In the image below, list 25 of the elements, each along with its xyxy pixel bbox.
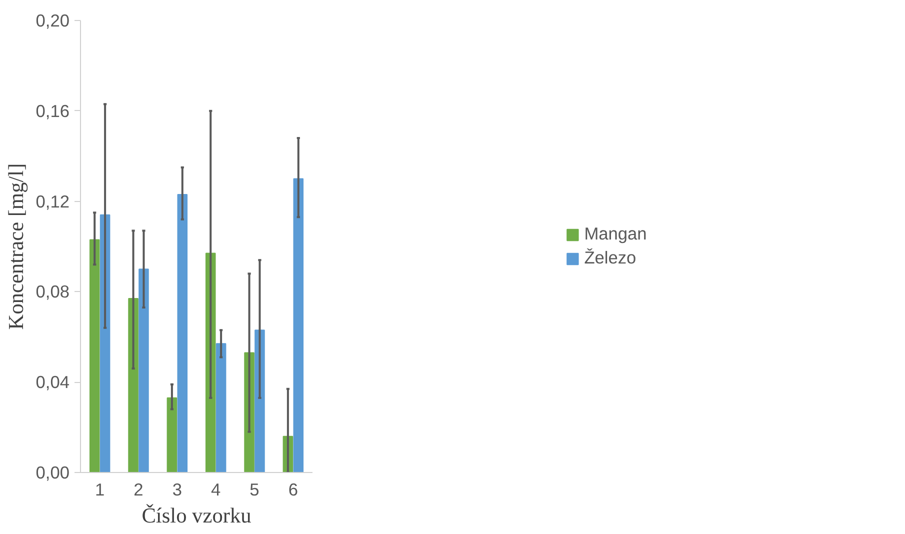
- x-tick-label: 2: [134, 480, 144, 500]
- legend-label: Mangan: [584, 224, 647, 244]
- x-tick-label: 1: [95, 480, 105, 500]
- bar: [293, 178, 304, 472]
- y-tick-label: 0,04: [36, 372, 70, 392]
- y-axis-title: Koncentrace [mg/l]: [4, 163, 28, 330]
- y-tick-label: 0,16: [36, 100, 70, 121]
- y-tick-label: 0,20: [36, 10, 70, 30]
- bar: [166, 397, 178, 472]
- x-tick-label: 3: [172, 480, 182, 500]
- bar: [100, 214, 110, 472]
- x-axis-title: Číslo vzorku: [142, 504, 252, 528]
- bar: [216, 343, 226, 472]
- bar: [177, 194, 188, 472]
- bar: [89, 239, 100, 472]
- legend-label: Železo: [584, 248, 636, 268]
- x-tick-label: 4: [211, 480, 222, 500]
- y-tick-label: 0,12: [36, 191, 70, 212]
- x-tick-label: 6: [288, 480, 298, 500]
- y-tick-label: 0,00: [36, 462, 70, 482]
- x-tick-label: 5: [250, 480, 260, 500]
- bar: [138, 268, 149, 472]
- y-tick-label: 0,08: [36, 282, 70, 302]
- bar: [128, 298, 138, 472]
- bar: [254, 330, 265, 472]
